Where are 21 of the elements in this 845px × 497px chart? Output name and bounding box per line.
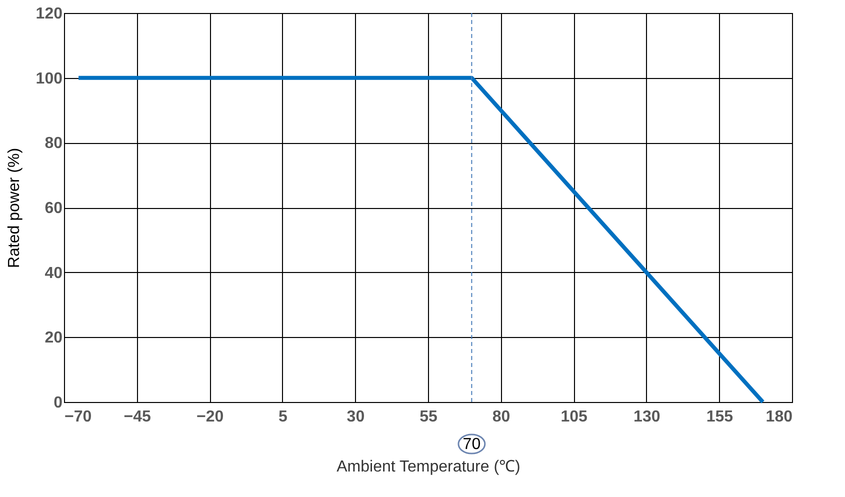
x-tick-label: −20 (196, 408, 224, 426)
x-tick-label: 80 (492, 408, 510, 426)
y-tick-label: 20 (44, 330, 63, 347)
ref-line-label: 70 (462, 436, 481, 453)
x-tick-label: 155 (706, 408, 734, 426)
x-tick-label: 30 (346, 408, 365, 426)
y-tick-label: 80 (44, 135, 63, 152)
y-tick-label: 40 (44, 264, 63, 282)
y-tick-label: 100 (36, 70, 63, 88)
x-axis-title: Ambient Temperature (℃) (336, 458, 520, 476)
y-tick-label: 60 (44, 200, 63, 217)
x-tick-label: 180 (766, 408, 793, 426)
x-tick-label: 5 (278, 408, 288, 426)
x-tick-label: −70 (64, 408, 92, 426)
x-tick-label: 105 (560, 408, 588, 426)
y-tick-label: 120 (36, 6, 63, 22)
x-tick-label: −45 (124, 408, 151, 426)
x-tick-label: 130 (634, 408, 660, 426)
x-tick-label: 55 (420, 408, 438, 426)
y-tick-label: 0 (54, 394, 63, 412)
y-axis-title: Rated power (%) (6, 148, 23, 268)
